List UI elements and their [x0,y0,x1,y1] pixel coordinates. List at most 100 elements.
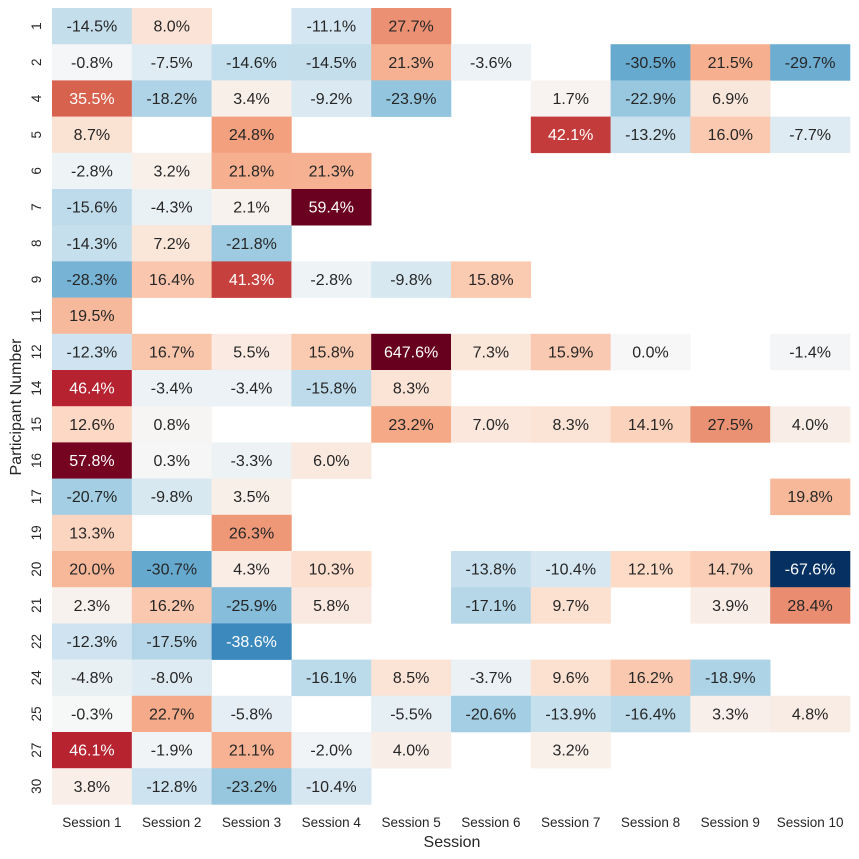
cell-value-label: -2.8% [310,272,352,289]
y-tick-label: 19 [29,525,44,540]
cell-value-label: -12.3% [67,634,118,651]
heatmap-cell [52,8,133,45]
heatmap-cell [131,478,212,516]
cell-value-label: 8.3% [393,381,429,398]
cell-value-label: -20.7% [67,489,118,506]
heatmap-cell [131,587,212,624]
heatmap-cell [690,44,771,81]
cell-value-label: 26.3% [229,525,274,542]
cell-value-label: 3.3% [712,706,748,723]
heatmap-cell [52,623,133,660]
cell-value-label: -0.8% [71,55,113,72]
y-tick-label: 16 [29,453,44,468]
heatmap-cell [131,695,212,733]
heatmap-cell [211,333,292,371]
cell-value-label: 19.8% [787,489,832,506]
heatmap-cell [291,44,372,81]
cell-value-label: -9.8% [390,272,432,289]
cell-value-label: 57.8% [69,453,114,470]
heatmap-cell [610,44,691,81]
cell-value-label: 46.1% [69,743,114,760]
heatmap-cell [451,659,532,697]
y-tick-label: 27 [29,743,44,758]
heatmap-cell [211,189,292,226]
cell-value-label: -17.5% [146,634,197,651]
x-tick-label: Session 9 [701,815,760,830]
heatmap-cell [52,370,133,407]
cell-value-label: 1.7% [552,91,588,108]
heatmap-cell [610,695,691,733]
cell-value-label: -9.8% [151,489,193,506]
heatmap-cell [690,587,771,624]
cell-value-label: -18.2% [146,91,197,108]
heatmap-cell [211,695,292,733]
heatmap-cell [131,333,212,371]
y-tick-label: 22 [29,634,44,649]
cell-value-label: -30.5% [625,55,676,72]
cell-value-label: -2.0% [310,743,352,760]
cell-value-label: 2.3% [74,598,110,615]
cell-value-label: 9.6% [552,670,588,687]
cell-value-label: 6.0% [313,453,349,470]
cell-value-label: -4.3% [151,200,193,217]
cell-value-label: 16.2% [628,670,673,687]
cell-value-label: 8.0% [153,19,189,36]
cell-value-label: 16.2% [149,598,194,615]
heatmap-cell [291,152,372,190]
x-tick-label: Session 6 [461,815,520,830]
cell-value-label: -10.4% [545,562,596,579]
cell-value-label: 0.3% [153,453,189,470]
y-tick-label: 9 [29,276,44,284]
heatmap-cell [52,442,133,479]
cell-value-label: -12.3% [67,344,118,361]
heatmap-cell [131,152,212,190]
heatmap-cell [610,116,691,154]
heatmap-cell [451,587,532,624]
x-tick-label: Session 5 [381,815,440,830]
x-tick-label: Session 2 [142,815,201,830]
y-tick-label: 8 [29,240,44,248]
cell-value-label: 3.5% [233,489,269,506]
y-tick-label: 21 [29,598,44,613]
cell-value-label: 15.8% [468,272,513,289]
cell-value-label: -4.8% [71,670,113,687]
cell-value-label: 42.1% [548,127,593,144]
heatmap-cell [52,225,133,262]
heatmap-cell [530,587,611,624]
heatmap-cell [52,551,133,588]
cell-value-label: 23.2% [388,417,433,434]
heatmap-cell [52,189,133,226]
heatmap-cell [451,333,532,371]
heatmap-cell [211,116,292,154]
cell-value-label: -3.4% [151,381,193,398]
y-tick-label: 11 [29,309,44,323]
heatmap-cell [211,587,292,624]
heatmap-cell [530,406,611,443]
cell-value-label: 4.0% [393,743,429,760]
heatmap-cell [530,116,611,154]
cell-value-label: -25.9% [226,598,277,615]
cell-value-label: 46.4% [69,381,114,398]
y-tick-label: 30 [29,779,44,794]
heatmap-cell [131,551,212,588]
heatmap-cell [371,370,452,407]
heatmap-cell [211,152,292,190]
heatmap-cell [211,478,292,516]
cell-value-label: -20.6% [466,706,517,723]
cell-value-label: 21.1% [229,743,274,760]
x-axis-label: Session [424,834,481,851]
cell-value-label: -1.9% [151,743,193,760]
heatmap-cell [211,261,292,298]
cell-value-label: -15.8% [306,381,357,398]
cell-value-label: -23.2% [226,779,277,796]
heatmap-cell [211,768,292,805]
cell-value-label: 14.1% [628,417,673,434]
cell-value-label: 10.3% [309,562,354,579]
heatmap-cell [371,80,452,117]
heatmap-cell [52,659,133,697]
cell-value-label: 4.0% [792,417,828,434]
cell-value-label: -11.1% [307,19,357,36]
cell-value-label: -1.4% [789,344,831,361]
cell-value-label: 7.3% [473,344,509,361]
heatmap-cell [530,80,611,117]
